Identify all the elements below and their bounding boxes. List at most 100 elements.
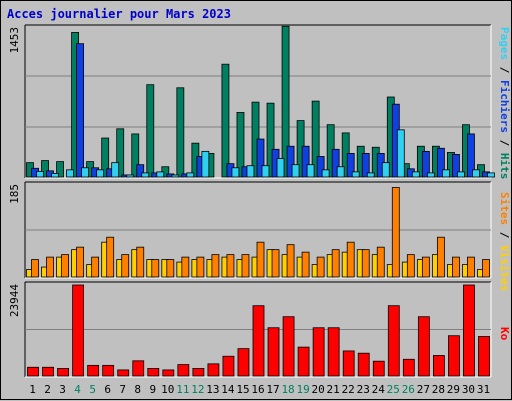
bar-pages xyxy=(381,162,390,178)
legend-separator: / xyxy=(498,60,511,80)
bar-hits xyxy=(266,102,275,178)
bar-visites xyxy=(241,254,250,278)
bar-ko xyxy=(132,360,145,377)
bar-hits xyxy=(116,128,125,178)
x-tick-label: 5 xyxy=(89,383,96,396)
x-tick-label: 22 xyxy=(342,383,355,396)
x-tick-label: 11 xyxy=(176,383,189,396)
bar-visites xyxy=(271,249,280,278)
x-tick-label: 26 xyxy=(402,383,415,396)
bar-ko xyxy=(57,367,69,377)
bar-ko xyxy=(207,363,220,377)
right-legend: Sites / Visites xyxy=(498,192,511,291)
bar-visites xyxy=(316,256,325,278)
bar-pages xyxy=(441,169,450,178)
bar-ko xyxy=(42,366,54,377)
bar-pages xyxy=(457,171,465,178)
bar-pages xyxy=(246,165,255,178)
bar-fichiers xyxy=(436,147,445,178)
x-tick-label: 1 xyxy=(29,383,36,396)
bar-ko xyxy=(252,305,265,377)
bar-hits xyxy=(311,100,320,178)
legend-entry-visites: Visites xyxy=(498,245,511,291)
bar-pages xyxy=(156,171,165,178)
x-tick-label: 27 xyxy=(417,383,430,396)
bar-hits xyxy=(41,160,49,178)
legend-separator: / xyxy=(498,225,511,245)
bar-fichiers xyxy=(301,145,310,178)
y-tick-label: 23944 xyxy=(8,284,21,317)
bar-visites xyxy=(196,256,205,278)
bar-hits xyxy=(176,87,185,178)
x-tick-label: 19 xyxy=(296,383,309,396)
bar-pages xyxy=(141,172,150,178)
bar-hits xyxy=(221,63,230,178)
bar-visites xyxy=(436,236,445,278)
bar-pages xyxy=(51,173,59,178)
bar-visites xyxy=(46,256,54,278)
y-tick-label: 185 xyxy=(8,184,21,204)
bar-ko xyxy=(192,367,205,377)
bar-ko xyxy=(327,327,340,377)
bar-ko xyxy=(417,316,430,377)
bar-pages xyxy=(351,171,360,178)
bar-pages xyxy=(231,167,240,178)
bar-fichiers xyxy=(467,133,475,178)
bar-ko xyxy=(282,316,295,377)
bar-pages xyxy=(321,169,330,178)
x-tick-label: 3 xyxy=(59,383,66,396)
bar-pages xyxy=(366,172,375,178)
bar-ko xyxy=(448,335,460,377)
legend-separator: / xyxy=(498,133,511,153)
bar-visites xyxy=(226,254,235,278)
bar-pages xyxy=(426,172,435,178)
x-tick-label: 29 xyxy=(447,383,460,396)
bar-visites xyxy=(181,256,190,278)
x-tick-label: 6 xyxy=(104,383,111,396)
bar-fichiers xyxy=(331,148,340,178)
bar-pages xyxy=(81,167,90,178)
bar-visites xyxy=(361,249,370,278)
bar-fichiers xyxy=(452,154,460,178)
x-tick-label: 17 xyxy=(266,383,279,396)
bar-ko xyxy=(102,364,115,377)
bar-ko xyxy=(237,348,250,377)
x-tick-label: 24 xyxy=(372,383,386,396)
bar-visites xyxy=(346,241,355,278)
x-tick-label: 23 xyxy=(357,383,370,396)
x-tick-label: 10 xyxy=(161,383,174,396)
bar-pages xyxy=(111,162,120,178)
bar-ko xyxy=(372,360,385,377)
bar-ko xyxy=(162,369,175,377)
bar-pages xyxy=(186,172,195,178)
x-tick-label: 20 xyxy=(312,383,325,396)
bar-visites xyxy=(391,187,400,278)
bar-ko xyxy=(87,364,100,377)
y-tick-label: 1453 xyxy=(8,27,21,54)
bar-hits xyxy=(281,25,290,178)
x-tick-label: 15 xyxy=(236,383,249,396)
bar-pages xyxy=(36,170,44,178)
bar-pages xyxy=(171,174,180,178)
bar-fichiers xyxy=(76,43,85,178)
x-tick-label: 2 xyxy=(44,383,51,396)
x-tick-label: 25 xyxy=(387,383,400,396)
bar-ko xyxy=(402,358,415,377)
bar-ko xyxy=(432,355,445,377)
bar-fichiers xyxy=(421,150,430,178)
bar-fichiers xyxy=(361,153,370,178)
bar-visites xyxy=(211,254,220,278)
x-tick-label: 31 xyxy=(477,383,490,396)
legend-entry-hits: Hits xyxy=(498,153,511,180)
bar-ko xyxy=(72,284,85,377)
legend-entry-pages: Pages xyxy=(498,27,511,60)
right-legend: Pages / Fichiers / Hits xyxy=(498,27,511,179)
bar-hits xyxy=(236,111,245,178)
bar-visites xyxy=(136,246,145,278)
bar-visites xyxy=(467,256,475,278)
bar-visites xyxy=(121,254,130,278)
bar-ko xyxy=(387,305,400,377)
bar-visites xyxy=(61,254,69,278)
x-tick-label: 7 xyxy=(119,383,126,396)
